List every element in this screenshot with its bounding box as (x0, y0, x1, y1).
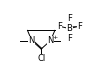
Text: N: N (47, 36, 54, 45)
Text: N: N (29, 36, 35, 45)
Text: F: F (77, 22, 82, 31)
Text: F: F (67, 15, 72, 23)
Text: +: + (53, 35, 58, 40)
Text: F: F (57, 22, 62, 31)
Text: F: F (67, 34, 72, 43)
Text: −: − (71, 23, 76, 28)
Text: B: B (66, 24, 72, 33)
Text: Cl: Cl (37, 54, 45, 63)
